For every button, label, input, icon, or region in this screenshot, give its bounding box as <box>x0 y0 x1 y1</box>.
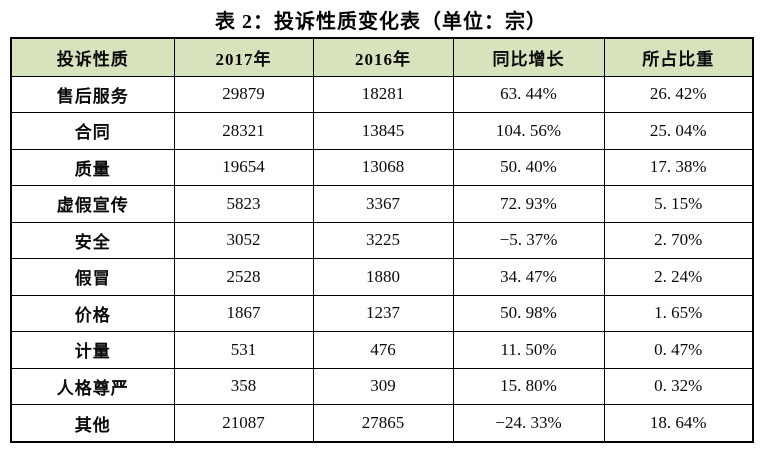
row-label-cell: 人格尊严 <box>10 367 175 406</box>
value-2017-cell: 29879 <box>173 75 314 114</box>
value-2016-cell: 18281 <box>312 75 454 114</box>
yoy-growth-cell: 15. 80% <box>452 367 605 406</box>
value-2016-cell: 27865 <box>312 404 454 443</box>
value-2016-cell: 1880 <box>312 258 454 296</box>
yoy-growth-cell: 104. 56% <box>452 112 605 150</box>
table-row: 安全 3052 3225 −5. 37% 2. 70% <box>10 221 754 260</box>
value-2017-cell: 3052 <box>173 221 314 260</box>
value-2016-cell: 3225 <box>312 221 454 260</box>
table-row: 合同 28321 13845 104. 56% 25. 04% <box>10 112 754 150</box>
share-cell: 2. 70% <box>603 221 754 260</box>
row-label-cell: 虚假宣传 <box>10 185 175 223</box>
table-row: 其他 21087 27865 −24. 33% 18. 64% <box>10 404 754 443</box>
table-row: 售后服务 29879 18281 63. 44% 26. 42% <box>10 75 754 114</box>
value-2016-cell: 13068 <box>312 148 454 187</box>
value-2017-cell: 28321 <box>173 112 314 150</box>
yoy-growth-cell: 50. 40% <box>452 148 605 187</box>
column-header: 所占比重 <box>603 37 754 77</box>
share-cell: 25. 04% <box>603 112 754 150</box>
yoy-growth-cell: 34. 47% <box>452 258 605 296</box>
row-label-cell: 合同 <box>10 112 175 150</box>
row-label-cell: 计量 <box>10 331 175 369</box>
value-2016-cell: 476 <box>312 331 454 369</box>
row-label-cell: 价格 <box>10 294 175 333</box>
yoy-growth-cell: −24. 33% <box>452 404 605 443</box>
value-2016-cell: 1237 <box>312 294 454 333</box>
yoy-growth-cell: 63. 44% <box>452 75 605 114</box>
share-cell: 26. 42% <box>603 75 754 114</box>
value-2017-cell: 358 <box>173 367 314 406</box>
table-header: 投诉性质 2017年 2016年 同比增长 所占比重 <box>10 37 754 77</box>
value-2016-cell: 309 <box>312 367 454 406</box>
share-cell: 2. 24% <box>603 258 754 296</box>
yoy-growth-cell: 50. 98% <box>452 294 605 333</box>
table-row: 假冒 2528 1880 34. 47% 2. 24% <box>10 258 754 296</box>
table-row: 人格尊严 358 309 15. 80% 0. 32% <box>10 367 754 406</box>
share-cell: 1. 65% <box>603 294 754 333</box>
yoy-growth-cell: 72. 93% <box>452 185 605 223</box>
row-label-cell: 售后服务 <box>10 75 175 114</box>
table-body: 售后服务 29879 18281 63. 44% 26. 42% 合同 2832… <box>10 75 754 443</box>
table-row: 虚假宣传 5823 3367 72. 93% 5. 15% <box>10 185 754 223</box>
share-cell: 0. 47% <box>603 331 754 369</box>
row-label-cell: 其他 <box>10 404 175 443</box>
table-caption: 表 2：投诉性质变化表（单位：宗） <box>215 11 547 33</box>
value-2017-cell: 21087 <box>173 404 314 443</box>
value-2016-cell: 13845 <box>312 112 454 150</box>
column-header: 同比增长 <box>452 37 605 77</box>
value-2017-cell: 531 <box>173 331 314 369</box>
value-2017-cell: 19654 <box>173 148 314 187</box>
row-label-cell: 假冒 <box>10 258 175 296</box>
table-row: 质量 19654 13068 50. 40% 17. 38% <box>10 148 754 187</box>
column-header: 投诉性质 <box>10 37 175 77</box>
share-cell: 17. 38% <box>603 148 754 187</box>
share-cell: 18. 64% <box>603 404 754 443</box>
table-row: 价格 1867 1237 50. 98% 1. 65% <box>10 294 754 333</box>
column-header: 2017年 <box>173 37 314 77</box>
table-row: 计量 531 476 11. 50% 0. 47% <box>10 331 754 369</box>
yoy-growth-cell: 11. 50% <box>452 331 605 369</box>
value-2017-cell: 2528 <box>173 258 314 296</box>
share-cell: 5. 15% <box>603 185 754 223</box>
value-2016-cell: 3367 <box>312 185 454 223</box>
value-2017-cell: 1867 <box>173 294 314 333</box>
column-header: 2016年 <box>312 37 454 77</box>
row-label-cell: 质量 <box>10 148 175 187</box>
share-cell: 0. 32% <box>603 367 754 406</box>
complaints-table: 投诉性质 2017年 2016年 同比增长 所占比重 售后服务 29879 18281 … <box>10 37 754 443</box>
row-label-cell: 安全 <box>10 221 175 260</box>
header-row: 投诉性质 2017年 2016年 同比增长 所占比重 <box>10 37 754 77</box>
value-2017-cell: 5823 <box>173 185 314 223</box>
yoy-growth-cell: −5. 37% <box>452 221 605 260</box>
